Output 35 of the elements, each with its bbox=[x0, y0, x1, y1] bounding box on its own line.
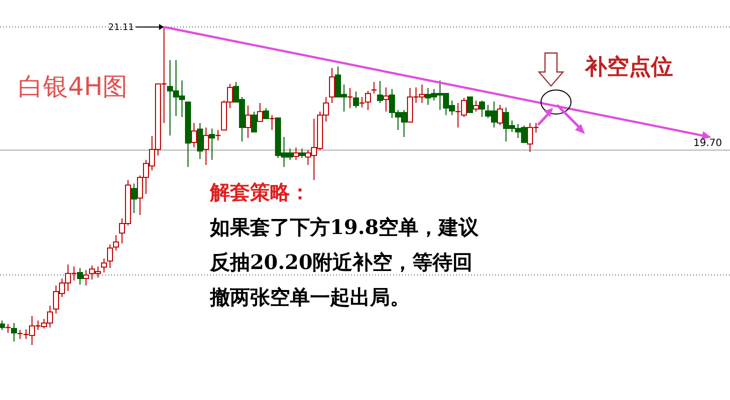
candlestick bbox=[377, 80, 383, 104]
candlestick bbox=[473, 100, 479, 112]
candlestick bbox=[0, 320, 5, 331]
candlestick bbox=[293, 147, 299, 160]
candlestick bbox=[245, 105, 251, 138]
candlestick bbox=[131, 182, 137, 214]
annotation: 21.11 bbox=[108, 23, 134, 33]
annotation: 反抽20.20附近补空，等待回 bbox=[209, 250, 473, 274]
candlestick bbox=[107, 244, 113, 269]
candlestick bbox=[113, 234, 119, 252]
candlestick bbox=[353, 91, 359, 109]
candlestick bbox=[299, 148, 305, 159]
candlestick bbox=[11, 322, 17, 342]
candlestick bbox=[365, 90, 371, 110]
candlestick bbox=[251, 111, 257, 132]
candlestick bbox=[329, 68, 335, 104]
annotation: 解套策略： bbox=[209, 180, 310, 204]
annotation: 撤两张空单一起出局。 bbox=[209, 285, 410, 309]
candlestick bbox=[197, 122, 203, 160]
candlestick bbox=[209, 128, 215, 160]
candlestick bbox=[101, 258, 107, 273]
annotation: 如果套了下方19.8空单，建议 bbox=[209, 215, 480, 239]
candlestick bbox=[83, 269, 89, 286]
candlestick bbox=[497, 104, 503, 126]
candlestick bbox=[191, 122, 197, 148]
candlestick bbox=[263, 108, 269, 120]
candlestick bbox=[479, 100, 485, 118]
annotation: 补空点位 bbox=[584, 54, 673, 80]
candlestick bbox=[383, 86, 389, 112]
annotation: 19.70 bbox=[693, 138, 722, 149]
candlestick bbox=[203, 126, 209, 166]
annotation: 白银4H图 bbox=[18, 72, 128, 101]
candlestick bbox=[77, 268, 83, 286]
candlestick bbox=[257, 102, 263, 122]
candlestick bbox=[467, 96, 473, 114]
